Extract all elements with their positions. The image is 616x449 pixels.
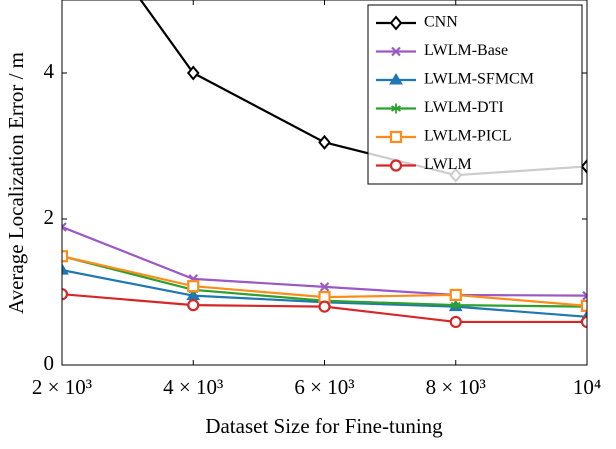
legend-box <box>367 4 583 185</box>
x-tick-label: 10⁴ <box>573 375 601 399</box>
marker <box>391 103 401 114</box>
legend-label: LWLM-SFMCM <box>424 71 534 88</box>
marker <box>62 222 67 232</box>
legend-label: LWLM-Base <box>424 42 508 59</box>
marker <box>62 263 69 275</box>
marker <box>449 315 462 329</box>
x-tick-label: 2 × 10³ <box>32 375 92 399</box>
marker <box>449 288 462 302</box>
marker <box>582 290 587 301</box>
marker <box>389 15 403 31</box>
legend-label: CNN <box>424 14 458 31</box>
marker <box>62 288 69 301</box>
legend-label: LWLM <box>424 156 472 173</box>
marker <box>580 299 587 312</box>
marker <box>318 300 331 313</box>
legend: CNN LWLM-Base LWLM-SFMCM LWLM-DTI LWLM-PICL L… <box>367 4 583 185</box>
marker <box>391 46 401 57</box>
marker <box>318 134 331 150</box>
marker <box>389 159 403 172</box>
x-tick-label: 8 × 10³ <box>426 375 486 399</box>
marker <box>186 65 200 81</box>
plot-area <box>62 0 587 329</box>
y-tick-label: 2 <box>44 205 55 229</box>
marker <box>450 300 461 311</box>
marker <box>389 130 403 144</box>
x-tick-label: 6 × 10³ <box>294 375 354 399</box>
marker <box>580 315 587 329</box>
marker <box>580 158 587 175</box>
x-tick-label: 4 × 10³ <box>163 375 223 399</box>
marker <box>389 73 403 85</box>
legend-label: LWLM-DTI <box>424 99 504 116</box>
y-tick-label: 0 <box>44 351 55 375</box>
marker <box>187 299 200 312</box>
y-tick-label: 4 <box>44 59 55 83</box>
x-axis-label: Dataset Size for Fine-tuning <box>205 414 443 438</box>
legend-label: LWLM-PICL <box>424 128 512 145</box>
marker <box>187 280 200 293</box>
marker <box>319 282 330 292</box>
y-axis-label: Average Localization Error / m <box>4 52 28 314</box>
marker <box>62 250 69 263</box>
